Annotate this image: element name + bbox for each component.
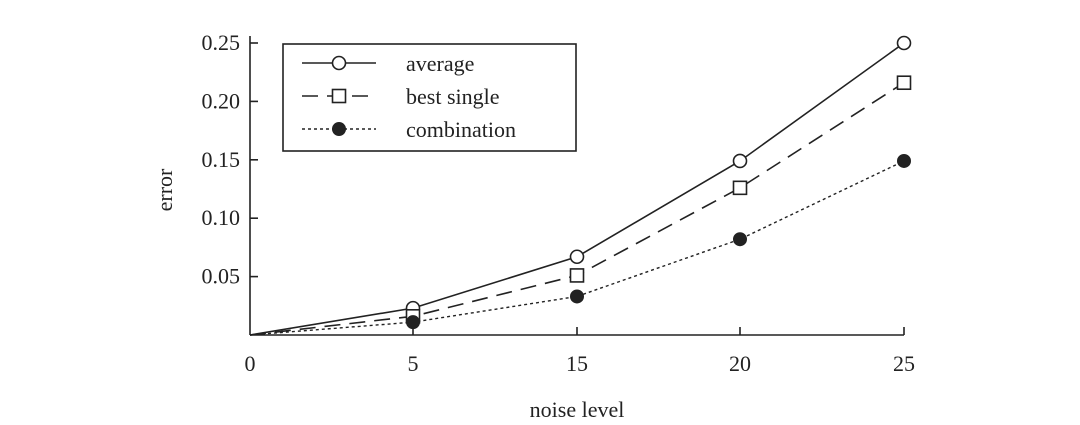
legend-label: combination [406,117,516,142]
series-combination [249,153,911,336]
series-average [249,35,912,336]
data-point-marker [569,249,585,265]
legend-label: best single [406,84,500,109]
legend-marker [331,55,347,71]
y-axis-title: error [152,168,177,211]
x-tick-label: 20 [729,351,751,376]
y-tick-label: 0.20 [202,88,241,113]
data-point-marker [732,180,748,196]
data-point-marker [406,315,420,330]
x-tick-label: 5 [408,351,419,376]
data-point-marker [570,289,584,304]
x-tick-label: 0 [245,351,256,376]
series-line [249,160,905,336]
data-point-marker [896,75,912,91]
data-point-marker [732,153,748,169]
legend-label: average [406,51,474,76]
series-layer [249,35,912,336]
data-point-marker [896,35,912,51]
x-tick-label: 15 [566,351,588,376]
y-tick-label: 0.15 [202,147,241,172]
x-axis-title: noise level [530,397,625,422]
legend: average best single combination [282,43,577,152]
data-point-marker [733,232,747,247]
y-tick-label: 0.25 [202,30,241,55]
ticks: 0.05 0.10 0.15 0.20 0.25 0 5 15 20 25 [202,30,916,376]
y-tick-label: 0.05 [202,264,241,289]
legend-marker [331,88,347,104]
data-point-marker [897,153,911,168]
y-tick-label: 0.10 [202,205,241,230]
x-tick-label: 25 [893,351,915,376]
data-point-marker [569,268,585,283]
legend-marker [332,122,346,136]
